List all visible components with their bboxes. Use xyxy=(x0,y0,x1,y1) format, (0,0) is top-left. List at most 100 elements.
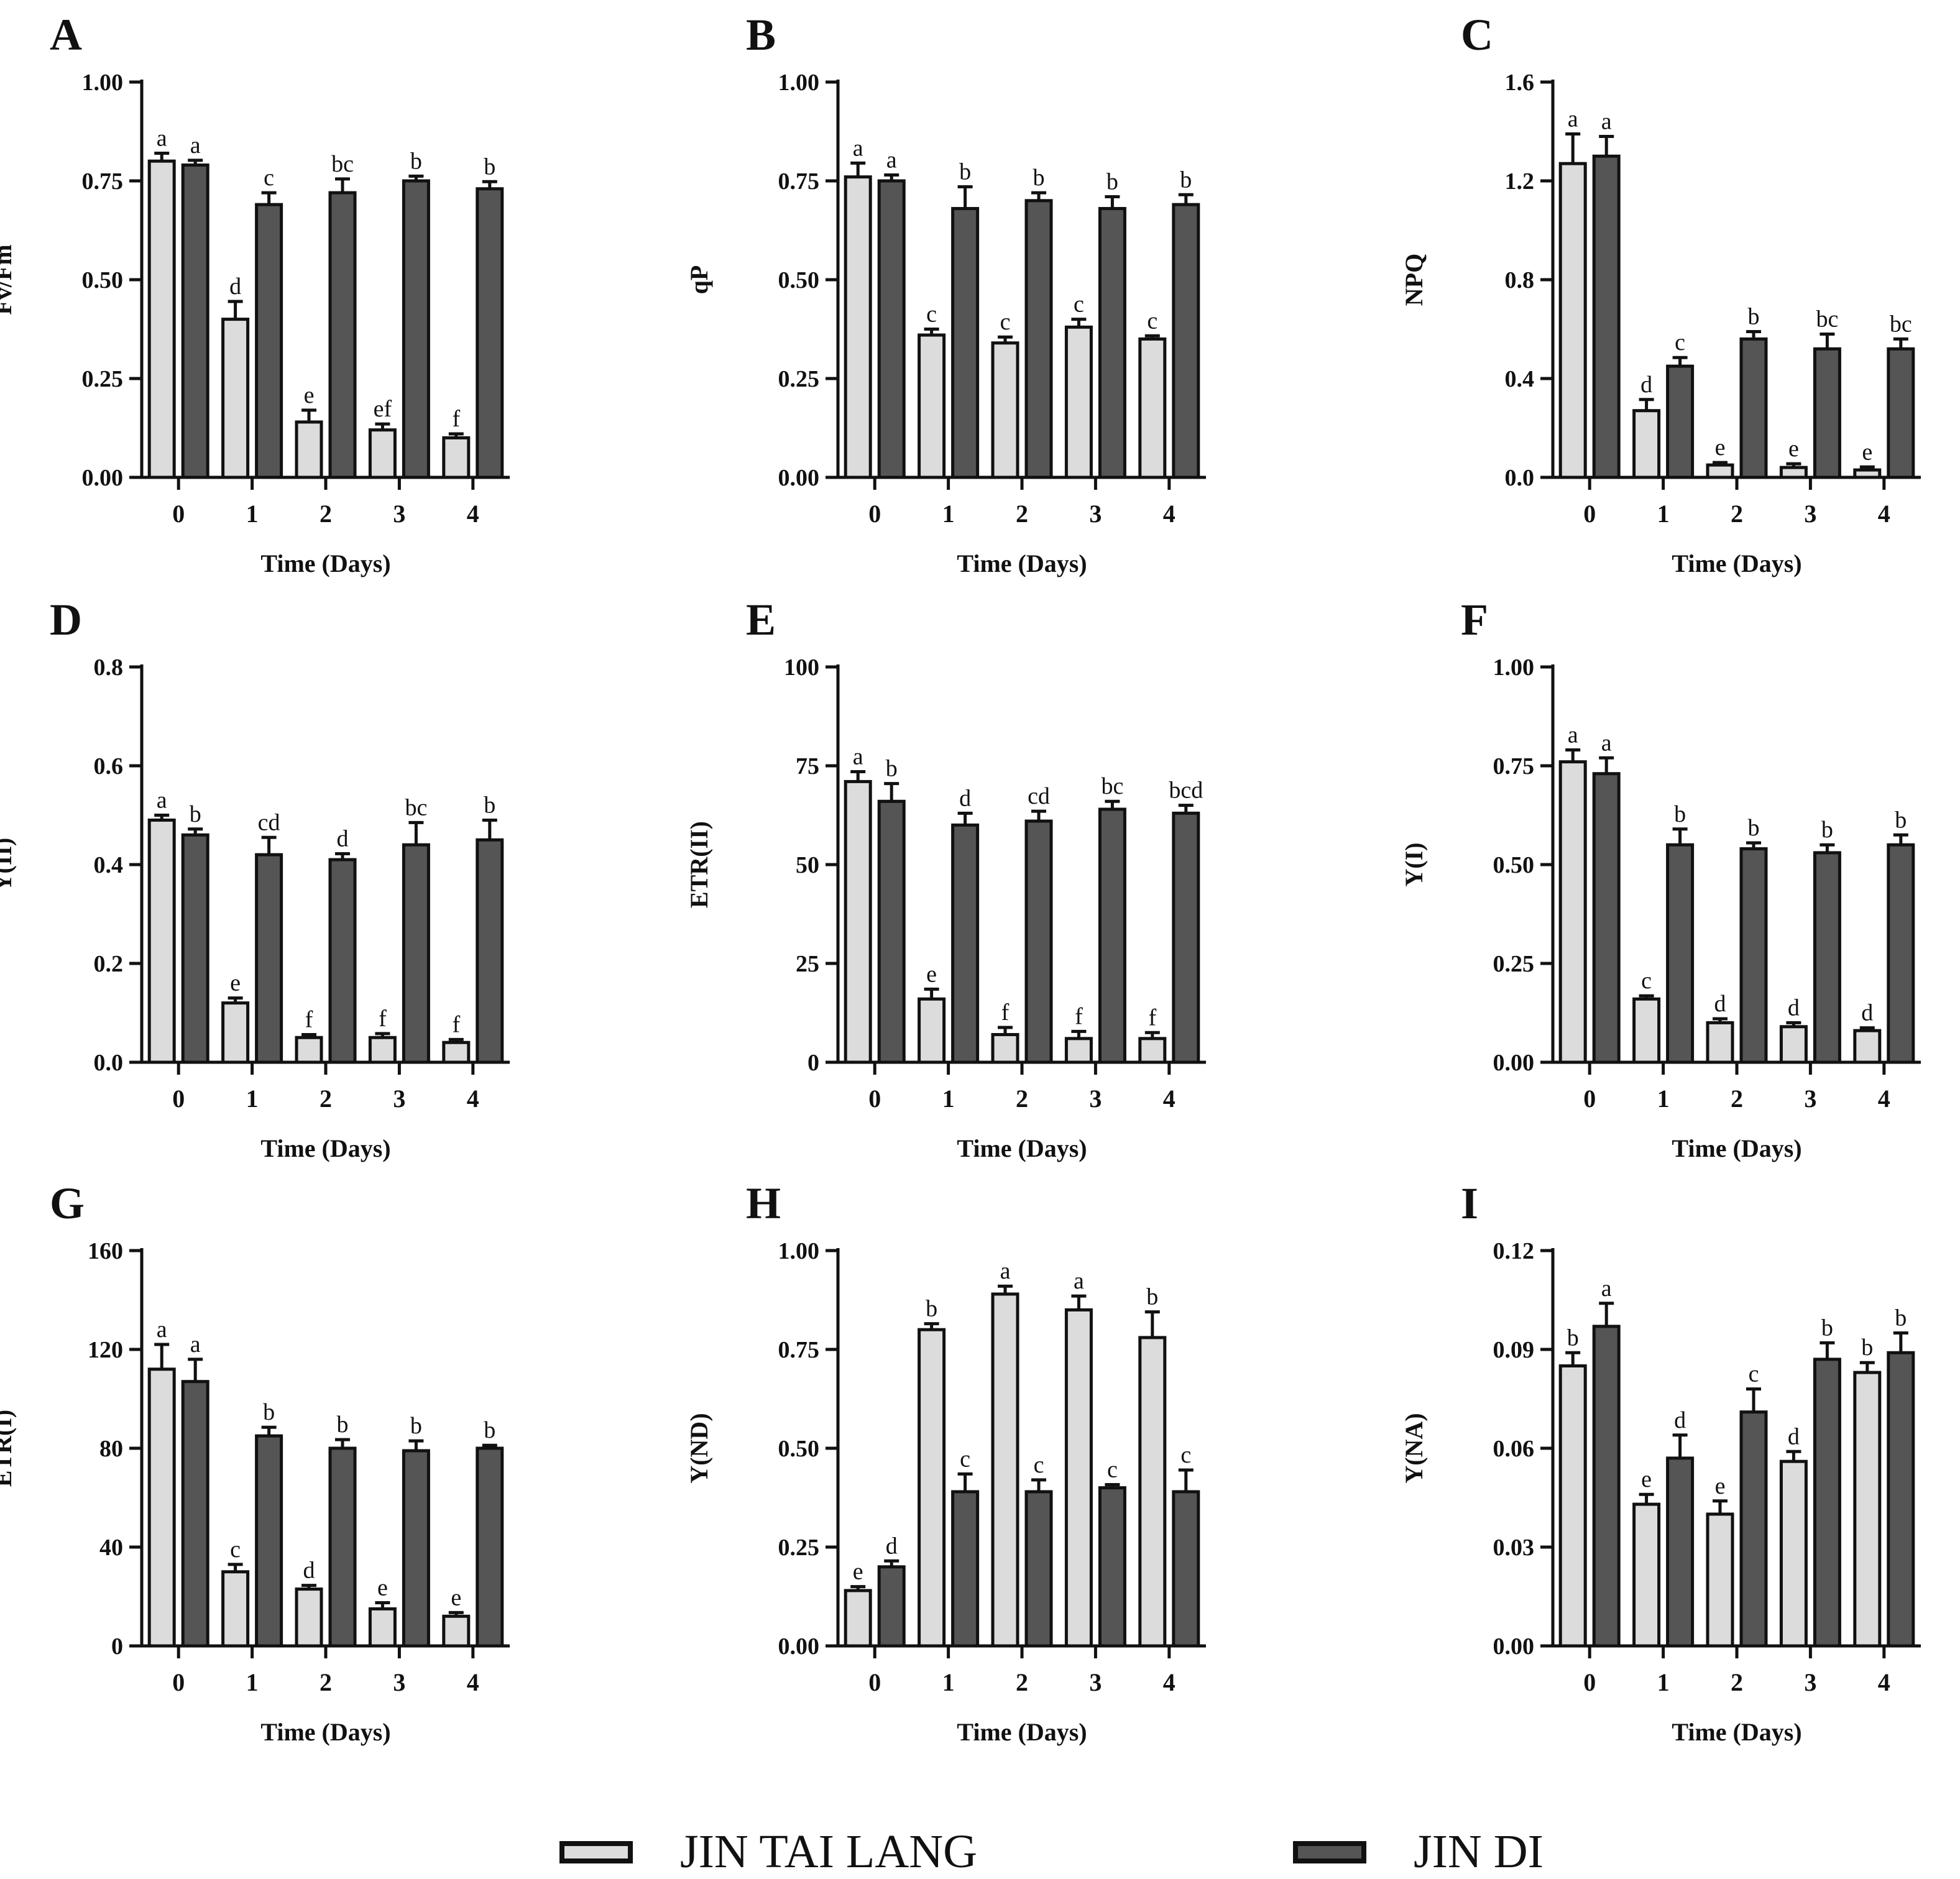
sig-letter-e-jin-di-1: d xyxy=(959,785,971,811)
y-tick-label-a-0: 0.00 xyxy=(82,465,124,491)
y-tick-label-d-4: 0.8 xyxy=(94,655,124,681)
bar-i-jin-di-3 xyxy=(1813,1358,1841,1648)
sig-letter-i-jin-tai-lang-3: d xyxy=(1788,1423,1800,1449)
y-axis-label-h: Y(ND) xyxy=(685,1413,713,1483)
sig-letter-b-jin-di-0: a xyxy=(886,147,897,173)
bar-b-jin-tai-lang-3 xyxy=(1064,325,1093,479)
bar-f-jin-di-3 xyxy=(1813,851,1841,1064)
sig-letter-g-jin-tai-lang-4: e xyxy=(451,1584,461,1610)
sig-letter-f-jin-tai-lang-2: d xyxy=(1714,991,1726,1017)
bar-e-jin-tai-lang-2 xyxy=(991,1032,1019,1064)
y-tick-label-e-1: 25 xyxy=(796,951,819,977)
sig-letter-d-jin-di-3: bc xyxy=(405,794,427,820)
y-tick-label-d-3: 0.6 xyxy=(94,753,124,779)
x-axis-label-c: Time (Days) xyxy=(1672,549,1801,577)
sig-letter-a-jin-di-2: bc xyxy=(331,151,354,177)
sig-letter-b-jin-tai-lang-2: c xyxy=(1000,309,1011,335)
sig-letter-b-jin-di-4: b xyxy=(1180,167,1192,193)
sig-letter-a-jin-tai-lang-2: e xyxy=(304,382,315,408)
x-tick-label-e-2: 2 xyxy=(1016,1085,1028,1113)
bar-e-jin-tai-lang-3 xyxy=(1064,1037,1093,1064)
y-tick-label-b-4: 1.00 xyxy=(778,70,820,96)
bar-a-jin-di-4 xyxy=(476,187,504,479)
x-tick-label-e-3: 3 xyxy=(1089,1085,1102,1113)
bar-d-jin-di-2 xyxy=(328,858,357,1064)
legend-item-jin-tai-lang: JIN TAI LANG xyxy=(559,1825,977,1879)
x-tick-label-d-1: 1 xyxy=(246,1085,259,1113)
bar-a-jin-di-0 xyxy=(181,163,209,479)
x-tick-label-c-3: 3 xyxy=(1804,500,1816,528)
sig-letter-h-jin-tai-lang-2: a xyxy=(1000,1258,1011,1284)
bar-b-jin-di-3 xyxy=(1098,207,1126,479)
bar-g-jin-di-0 xyxy=(181,1380,209,1648)
sig-letter-d-jin-di-1: cd xyxy=(258,809,280,835)
y-tick-label-i-2: 0.06 xyxy=(1493,1436,1535,1462)
bar-c-jin-tai-lang-4 xyxy=(1853,468,1882,479)
x-tick-label-b-1: 1 xyxy=(942,500,955,528)
sig-letter-g-jin-tai-lang-1: c xyxy=(230,1537,241,1563)
y-tick-label-h-2: 0.50 xyxy=(778,1436,820,1462)
bar-c-jin-di-2 xyxy=(1739,337,1768,479)
y-axis-label-i: Y(NA) xyxy=(1400,1413,1428,1483)
bar-d-jin-tai-lang-2 xyxy=(295,1036,323,1064)
sig-letter-e-jin-di-0: b xyxy=(886,756,898,782)
sig-letter-c-jin-di-4: bc xyxy=(1890,311,1912,337)
sig-letter-f-jin-di-0: a xyxy=(1601,730,1612,756)
bar-i-jin-tai-lang-1 xyxy=(1632,1502,1661,1648)
legend: JIN TAI LANG JIN DI xyxy=(0,1815,1960,1879)
sig-letter-a-jin-tai-lang-4: f xyxy=(452,406,460,432)
sig-letter-h-jin-di-1: c xyxy=(960,1446,970,1472)
y-tick-label-i-0: 0.00 xyxy=(1493,1633,1535,1660)
x-tick-label-d-4: 4 xyxy=(467,1085,479,1113)
x-tick-label-a-2: 2 xyxy=(320,500,332,528)
y-tick-label-c-3: 1.2 xyxy=(1505,168,1535,195)
y-tick-label-f-2: 0.50 xyxy=(1493,852,1535,878)
sig-letter-e-jin-di-3: bc xyxy=(1101,773,1123,799)
x-tick-label-b-2: 2 xyxy=(1016,500,1028,528)
y-tick-label-b-0: 0.00 xyxy=(778,465,820,491)
sig-letter-h-jin-di-2: c xyxy=(1034,1452,1044,1478)
x-tick-label-h-2: 2 xyxy=(1016,1668,1028,1696)
bar-f-jin-di-4 xyxy=(1887,843,1915,1064)
sig-letter-a-jin-di-0: a xyxy=(190,132,201,158)
x-tick-label-f-4: 4 xyxy=(1878,1085,1890,1113)
legend-item-jin-di: JIN DI xyxy=(1293,1825,1544,1879)
bar-a-jin-tai-lang-4 xyxy=(442,436,471,479)
sig-letter-d-jin-tai-lang-1: e xyxy=(230,970,241,996)
x-tick-label-h-0: 0 xyxy=(868,1668,881,1696)
bar-b-jin-di-1 xyxy=(951,207,980,479)
x-axis-label-d: Time (Days) xyxy=(260,1134,390,1162)
y-tick-label-b-2: 0.50 xyxy=(778,267,820,293)
x-tick-label-g-4: 4 xyxy=(467,1668,479,1696)
sig-letter-i-jin-tai-lang-0: b xyxy=(1567,1325,1579,1351)
x-tick-label-h-3: 3 xyxy=(1089,1668,1102,1696)
bar-h-jin-di-2 xyxy=(1024,1490,1053,1648)
y-tick-label-b-1: 0.25 xyxy=(778,366,820,392)
bar-i-jin-tai-lang-0 xyxy=(1558,1364,1587,1648)
bar-f-jin-di-1 xyxy=(1666,843,1695,1064)
y-axis-label-a: Fv/Fm xyxy=(0,244,17,315)
sig-letter-f-jin-tai-lang-3: d xyxy=(1788,995,1800,1021)
y-tick-label-g-3: 120 xyxy=(88,1337,123,1363)
x-tick-label-c-4: 4 xyxy=(1878,500,1890,528)
sig-letter-d-jin-tai-lang-3: f xyxy=(379,1006,387,1032)
bar-d-jin-di-0 xyxy=(181,833,209,1064)
bar-f-jin-tai-lang-3 xyxy=(1779,1025,1808,1064)
sig-letter-b-jin-di-3: b xyxy=(1107,168,1118,195)
x-tick-label-g-0: 0 xyxy=(172,1668,185,1696)
panel-label-d: D xyxy=(50,595,82,645)
panel-label-f: F xyxy=(1461,595,1488,645)
bar-b-jin-di-0 xyxy=(877,179,906,479)
x-tick-label-g-1: 1 xyxy=(246,1668,259,1696)
panel-label-h: H xyxy=(746,1178,781,1228)
x-tick-label-h-1: 1 xyxy=(942,1668,955,1696)
x-tick-label-c-2: 2 xyxy=(1731,500,1743,528)
bar-b-jin-di-4 xyxy=(1172,203,1200,479)
y-tick-label-e-3: 75 xyxy=(796,753,819,779)
x-axis-label-a: Time (Days) xyxy=(260,549,390,577)
panel-label-i: I xyxy=(1461,1178,1478,1228)
bar-b-jin-tai-lang-0 xyxy=(844,175,872,479)
bar-h-jin-di-3 xyxy=(1098,1486,1126,1648)
bar-c-jin-di-4 xyxy=(1887,347,1915,479)
